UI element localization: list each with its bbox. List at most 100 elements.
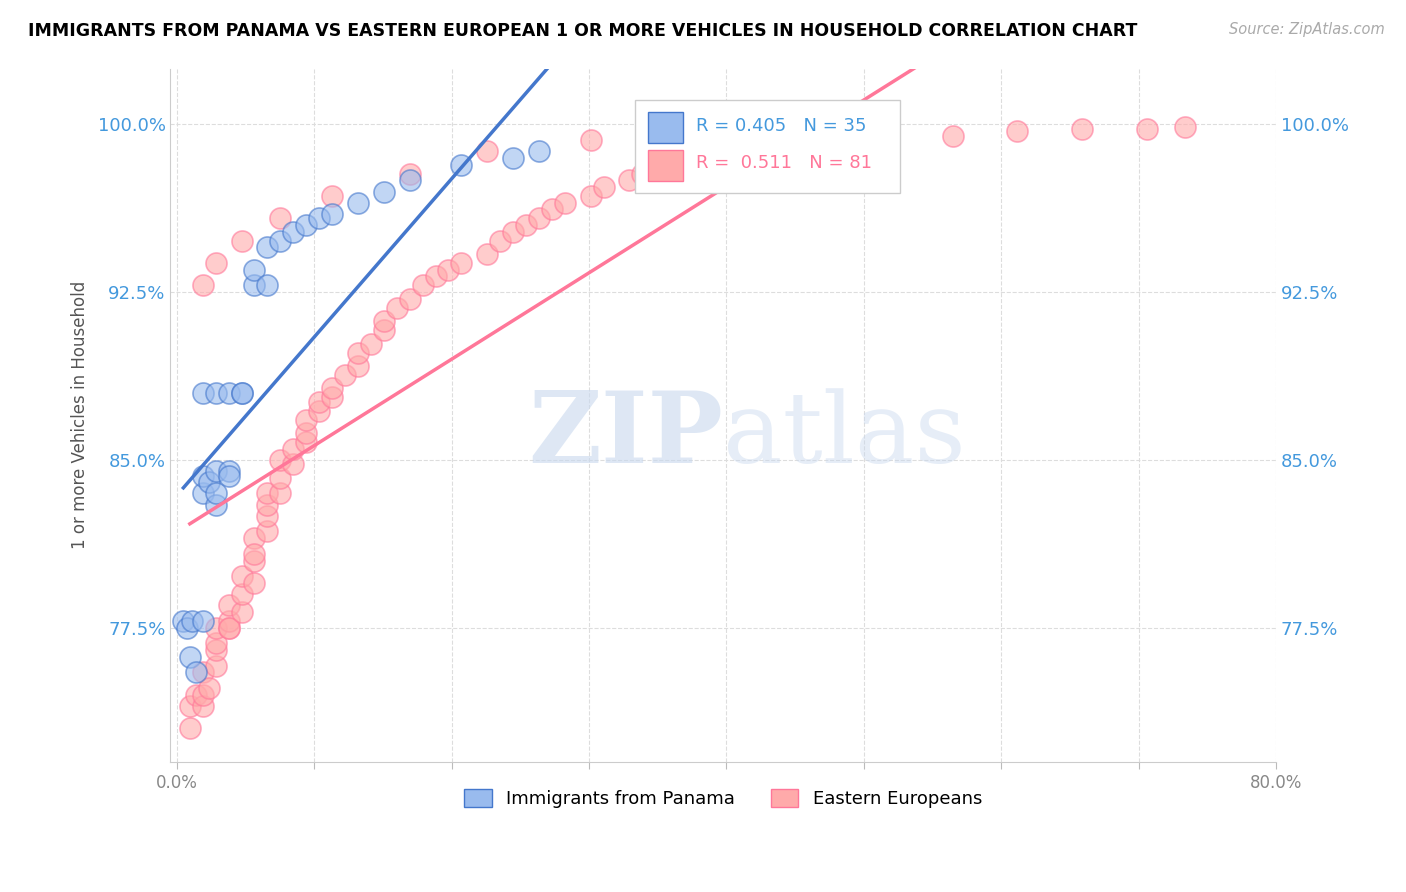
Point bbox=[295, 412, 318, 426]
Point bbox=[347, 359, 370, 373]
Point bbox=[218, 468, 240, 483]
Point bbox=[527, 211, 550, 226]
Point bbox=[877, 133, 900, 147]
Point bbox=[450, 158, 472, 172]
Point bbox=[515, 218, 537, 232]
Point bbox=[1071, 122, 1094, 136]
Point bbox=[243, 575, 266, 590]
Point bbox=[191, 486, 214, 500]
Point bbox=[204, 385, 226, 400]
Point bbox=[295, 425, 318, 440]
Point bbox=[619, 173, 641, 187]
Text: R = 0.405   N = 35: R = 0.405 N = 35 bbox=[696, 117, 866, 135]
Point bbox=[204, 498, 226, 512]
Point bbox=[218, 621, 240, 635]
Point bbox=[477, 247, 499, 261]
Point bbox=[373, 323, 395, 337]
Point bbox=[748, 136, 770, 150]
Point bbox=[631, 167, 654, 181]
Point bbox=[218, 599, 240, 613]
Legend: Immigrants from Panama, Eastern Europeans: Immigrants from Panama, Eastern European… bbox=[457, 781, 990, 815]
Point bbox=[657, 128, 679, 143]
Point bbox=[813, 133, 835, 147]
Point bbox=[218, 385, 240, 400]
Point bbox=[191, 614, 214, 628]
Point bbox=[579, 133, 602, 147]
Point bbox=[191, 468, 214, 483]
Point bbox=[269, 211, 291, 226]
Point bbox=[398, 167, 420, 181]
Point bbox=[425, 269, 447, 284]
Point bbox=[579, 189, 602, 203]
Point bbox=[231, 569, 253, 583]
Point bbox=[321, 207, 343, 221]
Point bbox=[295, 434, 318, 449]
Point bbox=[308, 403, 330, 417]
Point bbox=[942, 128, 965, 143]
Text: IMMIGRANTS FROM PANAMA VS EASTERN EUROPEAN 1 OR MORE VEHICLES IN HOUSEHOLD CORRE: IMMIGRANTS FROM PANAMA VS EASTERN EUROPE… bbox=[28, 22, 1137, 40]
Point bbox=[748, 124, 770, 138]
Point bbox=[269, 471, 291, 485]
Point bbox=[191, 278, 214, 293]
Point bbox=[450, 256, 472, 270]
Point bbox=[554, 195, 576, 210]
Point bbox=[256, 498, 278, 512]
Point bbox=[204, 658, 226, 673]
Point bbox=[541, 202, 564, 217]
Point bbox=[243, 262, 266, 277]
Point bbox=[204, 464, 226, 478]
Point bbox=[204, 643, 226, 657]
Point bbox=[373, 314, 395, 328]
Point bbox=[256, 508, 278, 523]
Point bbox=[347, 195, 370, 210]
Point bbox=[1007, 124, 1029, 138]
Point bbox=[186, 688, 208, 702]
Point bbox=[321, 381, 343, 395]
Point bbox=[204, 636, 226, 650]
Point bbox=[360, 336, 382, 351]
Point bbox=[283, 458, 305, 472]
Point bbox=[218, 621, 240, 635]
Point bbox=[412, 278, 434, 293]
Point bbox=[683, 151, 706, 165]
Point bbox=[709, 145, 731, 159]
Point bbox=[256, 278, 278, 293]
Point bbox=[176, 621, 198, 635]
Point bbox=[527, 145, 550, 159]
FancyBboxPatch shape bbox=[648, 112, 683, 144]
Text: atlas: atlas bbox=[723, 388, 966, 483]
Text: ZIP: ZIP bbox=[529, 387, 723, 484]
Point bbox=[179, 649, 201, 664]
Point bbox=[172, 614, 194, 628]
Point bbox=[231, 605, 253, 619]
Point bbox=[502, 225, 524, 239]
Point bbox=[256, 240, 278, 254]
Point bbox=[283, 225, 305, 239]
Point bbox=[321, 189, 343, 203]
Point bbox=[1136, 122, 1159, 136]
Point bbox=[231, 385, 253, 400]
Point bbox=[204, 621, 226, 635]
Point bbox=[256, 486, 278, 500]
Point bbox=[321, 390, 343, 404]
Point bbox=[186, 665, 208, 680]
Point bbox=[269, 453, 291, 467]
Point bbox=[1174, 120, 1197, 134]
Y-axis label: 1 or more Vehicles in Household: 1 or more Vehicles in Household bbox=[72, 281, 89, 549]
Point bbox=[181, 614, 204, 628]
FancyBboxPatch shape bbox=[648, 150, 683, 181]
Point bbox=[398, 173, 420, 187]
Point bbox=[502, 151, 524, 165]
Point bbox=[489, 234, 512, 248]
Point bbox=[198, 681, 221, 695]
Point bbox=[243, 547, 266, 561]
Point bbox=[256, 524, 278, 539]
Point bbox=[191, 688, 214, 702]
Point bbox=[243, 531, 266, 545]
Point bbox=[231, 234, 253, 248]
Point bbox=[657, 158, 679, 172]
Point bbox=[204, 256, 226, 270]
Point bbox=[179, 721, 201, 735]
Point bbox=[437, 262, 460, 277]
Point bbox=[191, 385, 214, 400]
